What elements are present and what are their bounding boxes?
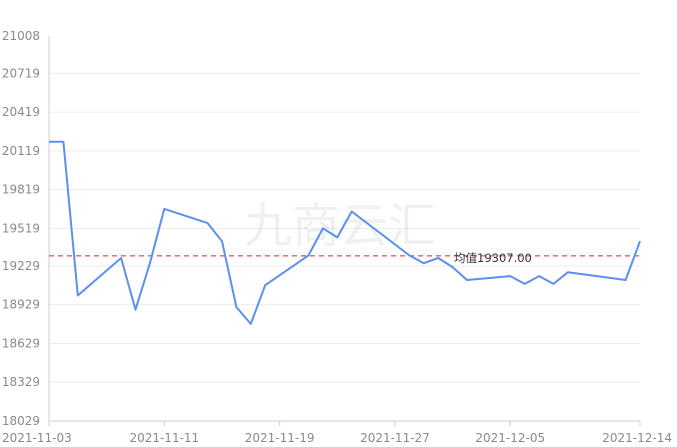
x-tick-label: 2021-11-03	[2, 431, 72, 445]
x-axis-ticks: 2021-11-03 2021-11-11 2021-11-19 2021-11-27…	[2, 421, 672, 445]
x-tick-label: 2021-12-05	[475, 431, 545, 445]
x-tick-label: 2021-11-11	[129, 431, 199, 445]
y-tick-label: 18029	[2, 414, 40, 428]
x-tick-label: 2021-11-19	[245, 431, 315, 445]
x-tick-label: 2021-12-14	[602, 431, 672, 445]
y-tick-label: 20119	[2, 144, 40, 158]
average-layer: 均值19307.00	[49, 251, 640, 265]
y-tick-label: 19819	[2, 183, 40, 197]
series-line	[49, 140, 641, 325]
y-tick-label: 20719	[2, 66, 40, 80]
y-tick-label: 19229	[2, 259, 40, 273]
watermark: 九商云汇	[244, 198, 436, 254]
y-tick-label: 18929	[2, 298, 40, 312]
y-tick-label: 19519	[2, 221, 40, 235]
y-tick-label: 21008	[2, 29, 40, 43]
y-tick-label: 18329	[2, 375, 40, 389]
series-layer	[49, 140, 641, 325]
average-label: 均值19307.00	[454, 251, 532, 265]
y-tick-label: 20419	[2, 105, 40, 119]
y-tick-label: 18629	[2, 336, 40, 350]
x-tick-label: 2021-11-27	[360, 431, 430, 445]
grid-lines	[49, 72, 640, 383]
y-axis-ticks: 21008 20719 20419 20119 19819 19519 19229 18929…	[2, 29, 40, 428]
